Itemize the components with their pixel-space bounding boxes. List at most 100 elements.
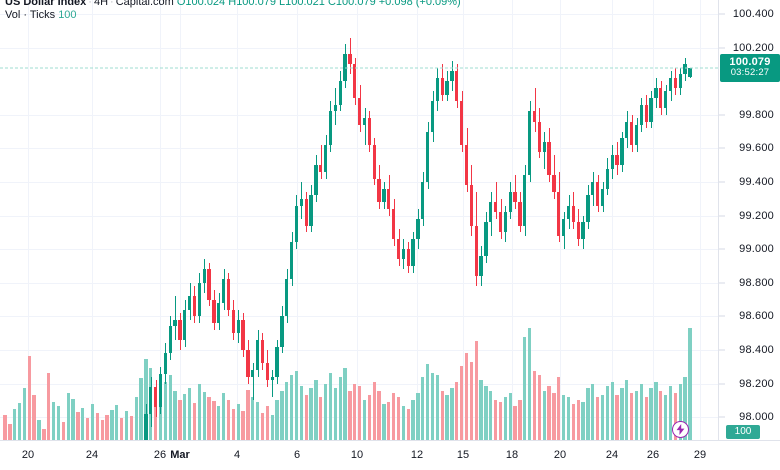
candle-body [207,269,211,300]
chart-legend: US Dollar Index · 4H · Capital.com O100.024 … [5,0,461,21]
volume-bar [124,410,129,440]
legend-symbol-row[interactable]: US Dollar Index · 4H · Capital.com O100.024 … [5,0,461,8]
volume-bar [479,379,483,440]
price-tick-dash [719,47,725,49]
candle-body [299,198,303,206]
volume-bar [411,399,415,440]
candle-body [251,370,255,377]
volume-bar [528,328,532,440]
volume-bar [309,388,313,440]
volume-bar [557,377,561,440]
volume-bar [304,395,308,440]
volume-bar [440,390,444,440]
volume-bar [71,398,75,440]
volume-bar [319,397,323,440]
candle-body [518,202,522,226]
volume-bar [426,363,430,440]
volume-bar [610,381,614,440]
candle-body [280,316,284,347]
volume-bar [392,392,396,440]
volume-bar [22,388,27,440]
candle-body [430,101,435,132]
volume-bar [464,352,469,440]
price-tick-dash [719,315,725,317]
candle-body [620,138,624,166]
volume-bar [95,413,99,440]
volume-bar [353,384,357,440]
volume-bar [644,397,648,440]
candle-body [494,202,498,213]
candle-body [328,111,333,146]
price-tick-label: 99.000 [739,243,774,256]
volume-bar [547,386,551,440]
legend-change-pct: (+0.09%) [415,0,461,8]
volume-bar [56,406,61,440]
volume-bar [382,404,386,440]
candle-body [382,188,386,203]
volume-bar [173,390,177,440]
volume-bar [586,388,590,440]
candle-body [615,155,619,166]
candle-body [392,208,396,240]
candle-body [596,182,600,206]
legend-interval[interactable]: 4H [93,0,109,8]
volume-bar [3,415,7,440]
candle-body [323,145,328,172]
gridline-horizontal [0,148,718,150]
volume-bar [32,395,36,440]
volume-bar [615,395,619,440]
candle-body [625,121,629,139]
gridline-horizontal [0,383,718,385]
chart-plot-area[interactable] [0,0,718,440]
legend-symbol[interactable]: US Dollar Index [5,0,87,8]
price-tick-label: 99.400 [739,176,774,188]
legend-volume-row[interactable]: Vol · Ticks 100 [5,9,461,21]
volume-bar [605,386,610,440]
candle-body [508,192,512,213]
time-tick-label: 24 [605,449,619,461]
current-price-badge[interactable]: 100.079 03:52:27 [720,53,780,82]
gridline-vertical [160,0,161,440]
volume-bar [494,399,498,440]
volume-bar [591,384,595,440]
price-axis[interactable]: 100.400 100.200 99.800 99.600 99.400 99.200 99… [718,0,780,457]
candle-body [600,188,605,206]
volume-bar [357,386,362,440]
legend-high-value: 100.079 [236,0,276,8]
candle-body [396,239,401,260]
volume-bar [649,388,653,440]
time-tick-label: 24 [85,449,99,461]
gridline-horizontal [0,282,718,284]
volume-bar [153,395,158,440]
candle-body [537,121,542,152]
candle-body [547,141,551,176]
volume-bar [178,399,182,440]
volume-bar [217,406,221,440]
candle-body [644,104,648,122]
volume-bar [183,394,187,440]
lightning-bolt-icon[interactable] [672,421,689,438]
volume-bar [406,408,410,440]
candle-body [304,198,308,226]
candle-body [455,71,459,102]
legend-exchange[interactable]: Capital.com [115,0,174,8]
volume-bar [202,391,206,440]
volume-bar [328,372,333,440]
price-tick-label: 99.600 [739,142,774,155]
volume-bar [348,390,352,440]
volume-bar [285,381,289,440]
volume-bar [688,328,692,440]
price-tick-dash [719,416,725,418]
price-tick-dash [719,147,725,149]
candle-body [387,188,391,209]
volume-bar [314,379,318,440]
price-tick-label: 98.800 [739,276,774,289]
gridline-vertical [653,0,654,440]
candle-body [202,269,206,283]
volume-bar [421,377,425,440]
volume-bar [212,400,216,440]
candle-body [498,212,503,233]
candle-body [562,218,566,236]
time-axis[interactable]: 20 24 26 Mar 4 6 10 12 15 18 20 24 26 29 [0,440,780,470]
price-tick-label: 99.800 [739,108,774,121]
